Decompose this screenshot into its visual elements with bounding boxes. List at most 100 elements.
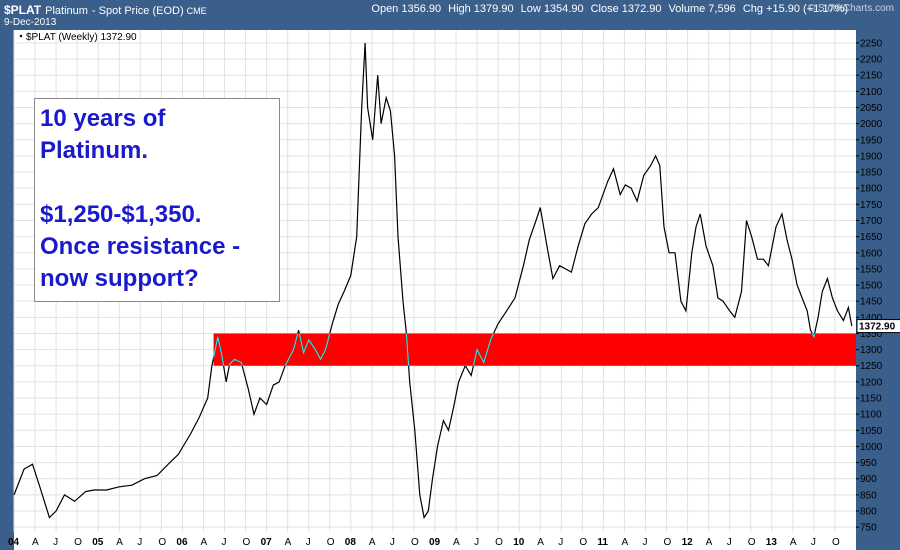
high-value: High 1379.90 xyxy=(448,3,514,15)
x-tick-label: O xyxy=(579,537,587,548)
x-tick-label: A xyxy=(116,537,123,548)
x-tick-label: A xyxy=(790,537,797,548)
y-tick-label: 2200 xyxy=(860,55,883,66)
annotation-line: now support? xyxy=(40,265,199,292)
price-description: - Spot Price (EOD) xyxy=(91,5,184,17)
ticker-symbol: $PLAT xyxy=(4,3,42,17)
x-axis: 04 A J O 05 A J O 06 A J O 07 A J O 08 A J O 09 A J O 10 A J O 11 A J O… xyxy=(8,532,856,550)
y-tick-label: 2150 xyxy=(860,71,883,82)
ohlc-summary: Open 1356.90 High 1379.90 Low 1354.90 Close… xyxy=(364,3,848,15)
volume-value: Volume 7,596 xyxy=(668,3,736,15)
x-tick-label: A xyxy=(200,537,207,548)
x-tick-label: A xyxy=(32,537,39,548)
x-tick-label: J xyxy=(727,537,732,548)
last-price-marker: 1372.90 xyxy=(856,319,900,334)
x-tick-label: O xyxy=(327,537,335,548)
x-tick-label: O xyxy=(158,537,166,548)
last-price-label: 1372.90 xyxy=(859,322,896,333)
y-tick-label: 1650 xyxy=(860,232,883,243)
support-zone xyxy=(213,333,856,366)
change-value: Chg +15.90 (+1.17%) xyxy=(742,3,848,15)
legend-label: $PLAT (Weekly) 1372.90 xyxy=(26,32,137,43)
low-value: Low 1354.90 xyxy=(520,3,584,15)
annotation-box: 10 years of Platinum. $1,250-$1,350. Onc… xyxy=(34,98,280,302)
x-tick-label: 13 xyxy=(766,537,778,548)
x-tick-label: J xyxy=(643,537,648,548)
x-tick-label: 05 xyxy=(92,537,104,548)
x-tick-label: 07 xyxy=(261,537,273,548)
last-price-box xyxy=(856,319,900,334)
y-tick-label: 1900 xyxy=(860,151,883,162)
x-tick-label: A xyxy=(621,537,628,548)
y-tick-label: 1600 xyxy=(860,248,883,259)
x-tick-label: 09 xyxy=(429,537,441,548)
x-tick-label: O xyxy=(832,537,840,548)
y-tick-label: 1050 xyxy=(860,426,883,437)
instrument-name: Platinum xyxy=(45,5,88,17)
y-tick-label: 750 xyxy=(860,523,877,534)
x-tick-label: 10 xyxy=(513,537,525,548)
y-axis: 750 800 850 900 950 1000 1050 1100 1150 1200 1250 1… xyxy=(856,38,883,534)
y-tick-label: 2100 xyxy=(860,87,883,98)
x-tick-label: 08 xyxy=(345,537,357,548)
x-tick-label: 12 xyxy=(682,537,694,548)
y-tick-label: 850 xyxy=(860,490,877,501)
x-tick-label: O xyxy=(411,537,419,548)
y-tick-label: 800 xyxy=(860,507,877,518)
x-tick-label: J xyxy=(137,537,142,548)
legend: $PLAT (Weekly) 1372.90 xyxy=(19,32,137,43)
y-tick-label: 1100 xyxy=(860,410,882,421)
quote-header: $PLAT Platinum - Spot Price (EOD) CME Open … xyxy=(4,3,896,17)
y-tick-label: 2250 xyxy=(860,38,883,49)
y-tick-label: 2050 xyxy=(860,103,883,114)
close-value: Close 1372.90 xyxy=(590,3,662,15)
y-tick-label: 1750 xyxy=(860,200,883,211)
x-tick-label: O xyxy=(748,537,756,548)
y-tick-label: 1250 xyxy=(860,361,883,372)
y-tick-label: 1850 xyxy=(860,168,883,179)
annotation-line: Platinum. xyxy=(40,137,149,164)
x-tick-label: J xyxy=(558,537,563,548)
open-value: Open 1356.90 xyxy=(371,3,442,15)
y-tick-label: 1000 xyxy=(860,442,883,453)
y-tick-label: 900 xyxy=(860,474,877,485)
y-tick-label: 1800 xyxy=(860,184,883,195)
y-tick-label: 1350 xyxy=(860,329,883,340)
annotation-line: Once resistance - xyxy=(40,233,241,260)
watermark: © StockCharts.com xyxy=(807,3,894,14)
x-tick-label: J xyxy=(306,537,311,548)
y-tick-label: 950 xyxy=(860,458,877,469)
exchange-label: CME xyxy=(186,6,207,16)
price-line xyxy=(13,42,853,520)
x-tick-label: A xyxy=(453,537,460,548)
x-tick-label: J xyxy=(222,537,227,548)
y-tick-label: 1400 xyxy=(860,313,883,324)
x-tick-label: A xyxy=(706,537,713,548)
y-tick-label: 1200 xyxy=(860,377,883,388)
y-tick-label: 1300 xyxy=(860,345,883,356)
x-tick-label: 11 xyxy=(597,537,608,548)
annotation-line: 10 years of xyxy=(40,105,166,132)
legend-line-icon xyxy=(19,34,23,38)
y-tick-label: 2000 xyxy=(860,119,883,130)
y-tick-label: 1450 xyxy=(860,297,883,308)
y-tick-label: 1150 xyxy=(860,394,882,405)
y-tick-label: 1950 xyxy=(860,135,883,146)
x-tick-label: A xyxy=(537,537,544,548)
x-tick-label: A xyxy=(285,537,292,548)
x-tick-label: J xyxy=(53,537,58,548)
x-tick-label: A xyxy=(369,537,376,548)
x-tick-label: O xyxy=(495,537,503,548)
annotation-line: $1,250-$1,350. xyxy=(40,201,202,228)
y-tick-label: 1500 xyxy=(860,281,883,292)
x-tick-label: O xyxy=(74,537,82,548)
x-tick-label: J xyxy=(811,537,816,548)
quote-date: 9-Dec-2013 xyxy=(4,17,57,28)
x-tick-label: J xyxy=(474,537,479,548)
y-tick-label: 1550 xyxy=(860,264,883,275)
x-tick-label: O xyxy=(243,537,251,548)
x-tick-label: 06 xyxy=(176,537,188,548)
x-tick-label: O xyxy=(664,537,672,548)
annotation-line xyxy=(40,167,279,199)
